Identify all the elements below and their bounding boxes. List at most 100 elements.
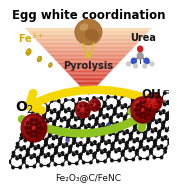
Circle shape xyxy=(46,120,49,123)
Circle shape xyxy=(49,132,51,134)
Circle shape xyxy=(150,137,153,139)
Circle shape xyxy=(144,105,146,108)
Circle shape xyxy=(90,161,92,164)
Circle shape xyxy=(87,141,89,143)
Circle shape xyxy=(44,112,46,115)
Circle shape xyxy=(135,151,138,154)
Circle shape xyxy=(76,103,88,116)
Circle shape xyxy=(22,115,42,138)
Circle shape xyxy=(150,105,152,108)
Circle shape xyxy=(127,112,129,114)
Circle shape xyxy=(78,109,80,111)
Circle shape xyxy=(78,104,84,111)
Circle shape xyxy=(56,117,59,119)
Circle shape xyxy=(47,164,50,167)
Circle shape xyxy=(87,137,89,140)
Circle shape xyxy=(126,144,128,147)
Circle shape xyxy=(128,109,130,112)
Polygon shape xyxy=(54,59,123,60)
Circle shape xyxy=(35,130,37,133)
Circle shape xyxy=(76,102,90,118)
Circle shape xyxy=(81,124,83,126)
Circle shape xyxy=(35,132,37,135)
Circle shape xyxy=(97,104,99,106)
Circle shape xyxy=(158,101,159,103)
Circle shape xyxy=(131,58,136,64)
Circle shape xyxy=(138,114,141,117)
Polygon shape xyxy=(72,77,105,79)
Circle shape xyxy=(70,145,72,148)
Circle shape xyxy=(82,161,85,164)
Circle shape xyxy=(134,126,136,129)
Polygon shape xyxy=(57,61,120,63)
Circle shape xyxy=(54,152,57,154)
Circle shape xyxy=(95,134,97,137)
Circle shape xyxy=(141,111,144,113)
Ellipse shape xyxy=(85,29,99,41)
Circle shape xyxy=(116,133,118,136)
Circle shape xyxy=(24,128,26,130)
Circle shape xyxy=(146,98,148,101)
Circle shape xyxy=(79,155,81,158)
Circle shape xyxy=(67,122,70,125)
Circle shape xyxy=(121,153,124,155)
Circle shape xyxy=(174,96,176,99)
Circle shape xyxy=(161,138,164,141)
Circle shape xyxy=(68,162,71,165)
Circle shape xyxy=(100,112,102,114)
Text: OH$^-$: OH$^-$ xyxy=(141,88,170,101)
Circle shape xyxy=(50,129,52,132)
Circle shape xyxy=(161,127,164,129)
Circle shape xyxy=(154,141,156,144)
Circle shape xyxy=(160,98,162,101)
Circle shape xyxy=(136,153,138,155)
Circle shape xyxy=(56,128,59,131)
Circle shape xyxy=(98,143,100,146)
Circle shape xyxy=(36,127,39,129)
Circle shape xyxy=(117,115,119,118)
Circle shape xyxy=(27,131,30,134)
Circle shape xyxy=(150,62,154,66)
FancyArrowPatch shape xyxy=(22,112,145,133)
Circle shape xyxy=(59,140,61,143)
Circle shape xyxy=(160,98,162,100)
Circle shape xyxy=(39,124,41,127)
Circle shape xyxy=(55,149,57,152)
Circle shape xyxy=(124,115,127,118)
Circle shape xyxy=(174,98,177,100)
Circle shape xyxy=(27,148,30,151)
Circle shape xyxy=(167,101,169,103)
Circle shape xyxy=(89,99,100,111)
Circle shape xyxy=(139,157,141,160)
Circle shape xyxy=(154,143,156,145)
Circle shape xyxy=(61,119,63,122)
Circle shape xyxy=(77,129,79,132)
Circle shape xyxy=(116,122,118,124)
Circle shape xyxy=(71,127,73,130)
Circle shape xyxy=(91,132,93,134)
Circle shape xyxy=(150,148,153,151)
Circle shape xyxy=(27,137,30,139)
Circle shape xyxy=(120,113,122,115)
Circle shape xyxy=(85,126,87,129)
Circle shape xyxy=(130,136,132,138)
Circle shape xyxy=(72,153,75,156)
Circle shape xyxy=(76,151,78,153)
Ellipse shape xyxy=(38,57,40,59)
Circle shape xyxy=(147,104,150,107)
Circle shape xyxy=(143,64,147,68)
Circle shape xyxy=(162,110,165,112)
Circle shape xyxy=(124,119,126,121)
Circle shape xyxy=(143,148,145,151)
Polygon shape xyxy=(58,63,119,64)
Circle shape xyxy=(31,130,33,133)
Circle shape xyxy=(24,139,26,142)
Circle shape xyxy=(91,101,96,106)
Circle shape xyxy=(144,116,146,119)
Circle shape xyxy=(121,106,124,109)
Circle shape xyxy=(77,130,80,133)
Circle shape xyxy=(31,123,33,126)
Circle shape xyxy=(58,100,60,102)
Circle shape xyxy=(126,141,129,144)
Circle shape xyxy=(145,102,148,104)
